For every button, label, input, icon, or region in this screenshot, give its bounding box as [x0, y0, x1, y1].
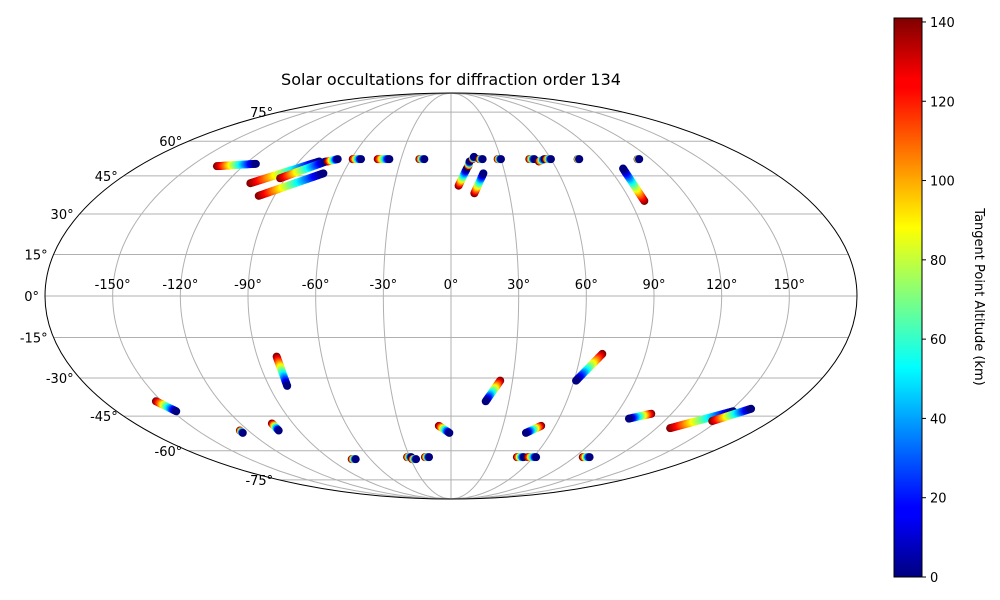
occultation-point — [351, 455, 360, 464]
occultation-point — [238, 428, 247, 437]
colorbar-tick-label: 120 — [930, 95, 955, 110]
occultation-point — [283, 381, 292, 390]
occultation-point — [274, 426, 283, 435]
occultation-point — [333, 155, 342, 164]
occultation-point — [412, 455, 421, 464]
occultation-point — [172, 407, 181, 416]
lat-tick-label: -45° — [90, 410, 118, 425]
colorbar — [893, 17, 923, 578]
lon-tick-label: 90° — [642, 278, 665, 293]
occultation-point — [619, 164, 628, 173]
lon-tick-label: -150° — [95, 278, 131, 293]
occultation-point — [747, 404, 756, 413]
occultation-point — [481, 397, 490, 406]
occultation-point — [575, 155, 584, 164]
lat-tick-label: -30° — [46, 372, 74, 387]
occultation-point — [479, 169, 488, 178]
lon-tick-label: -120° — [162, 278, 198, 293]
occultation-point — [585, 453, 594, 462]
occultation-point — [546, 155, 555, 164]
longitude-tick-labels: -150° -120° -90° -60° -30° 0° 30° 60° 90° 120° 150… — [95, 278, 805, 293]
lon-tick-label: 0° — [444, 278, 459, 293]
occultation-point — [385, 155, 394, 164]
lat-tick-label: -60° — [155, 445, 183, 460]
lat-tick-label: -15° — [20, 332, 48, 347]
colorbar-tick-label: 40 — [930, 412, 947, 427]
map-grid — [45, 93, 857, 499]
lat-tick-label: 15° — [25, 248, 48, 263]
latitude-tick-labels: 75° 60° 45° 30° 15° 0° -15° -30° -45° -60° -75° — [20, 106, 273, 489]
colorbar-label: Tangent Point Altitude (km) — [971, 207, 986, 385]
occultation-point — [425, 453, 434, 462]
occultation-point — [478, 155, 487, 164]
occultation-point — [420, 155, 429, 164]
occultation-point — [357, 155, 366, 164]
colorbar-tick-label: 0 — [930, 571, 938, 586]
occultation-points — [151, 152, 756, 464]
lon-tick-label: 150° — [774, 278, 805, 293]
colorbar-ticks: 0 20 40 60 80 100 120 140 — [922, 16, 955, 586]
lon-tick-label: -90° — [234, 278, 262, 293]
lon-tick-label: 120° — [706, 278, 737, 293]
lon-tick-label: 30° — [507, 278, 530, 293]
chart-title: Solar occultations for diffraction order… — [281, 70, 621, 89]
colorbar-tick-label: 80 — [930, 254, 947, 269]
occultation-point — [572, 376, 581, 385]
occultation-point — [532, 453, 541, 462]
lon-tick-label: -30° — [369, 278, 397, 293]
lat-tick-label: -75° — [245, 474, 273, 489]
lat-tick-label: 75° — [250, 106, 273, 121]
occultation-point — [521, 428, 530, 437]
occultation-point — [445, 428, 454, 437]
occultation-point — [635, 155, 644, 164]
occultation-point — [251, 159, 260, 168]
occultation-point — [319, 169, 328, 178]
colorbar-tick-label: 20 — [930, 492, 947, 507]
lat-tick-label: 45° — [95, 170, 118, 185]
lon-tick-label: 60° — [575, 278, 598, 293]
lat-tick-label: 60° — [159, 135, 182, 150]
colorbar-tick-label: 100 — [930, 175, 955, 190]
occultation-point — [496, 155, 505, 164]
lon-tick-label: -60° — [302, 278, 330, 293]
lat-tick-label: 30° — [51, 208, 74, 223]
occultation-point — [624, 414, 633, 423]
colorbar-tick-label: 60 — [930, 333, 947, 348]
colorbar-tick-label: 140 — [930, 16, 955, 31]
lat-tick-label: 0° — [24, 290, 39, 305]
map-boundary — [44, 92, 858, 500]
